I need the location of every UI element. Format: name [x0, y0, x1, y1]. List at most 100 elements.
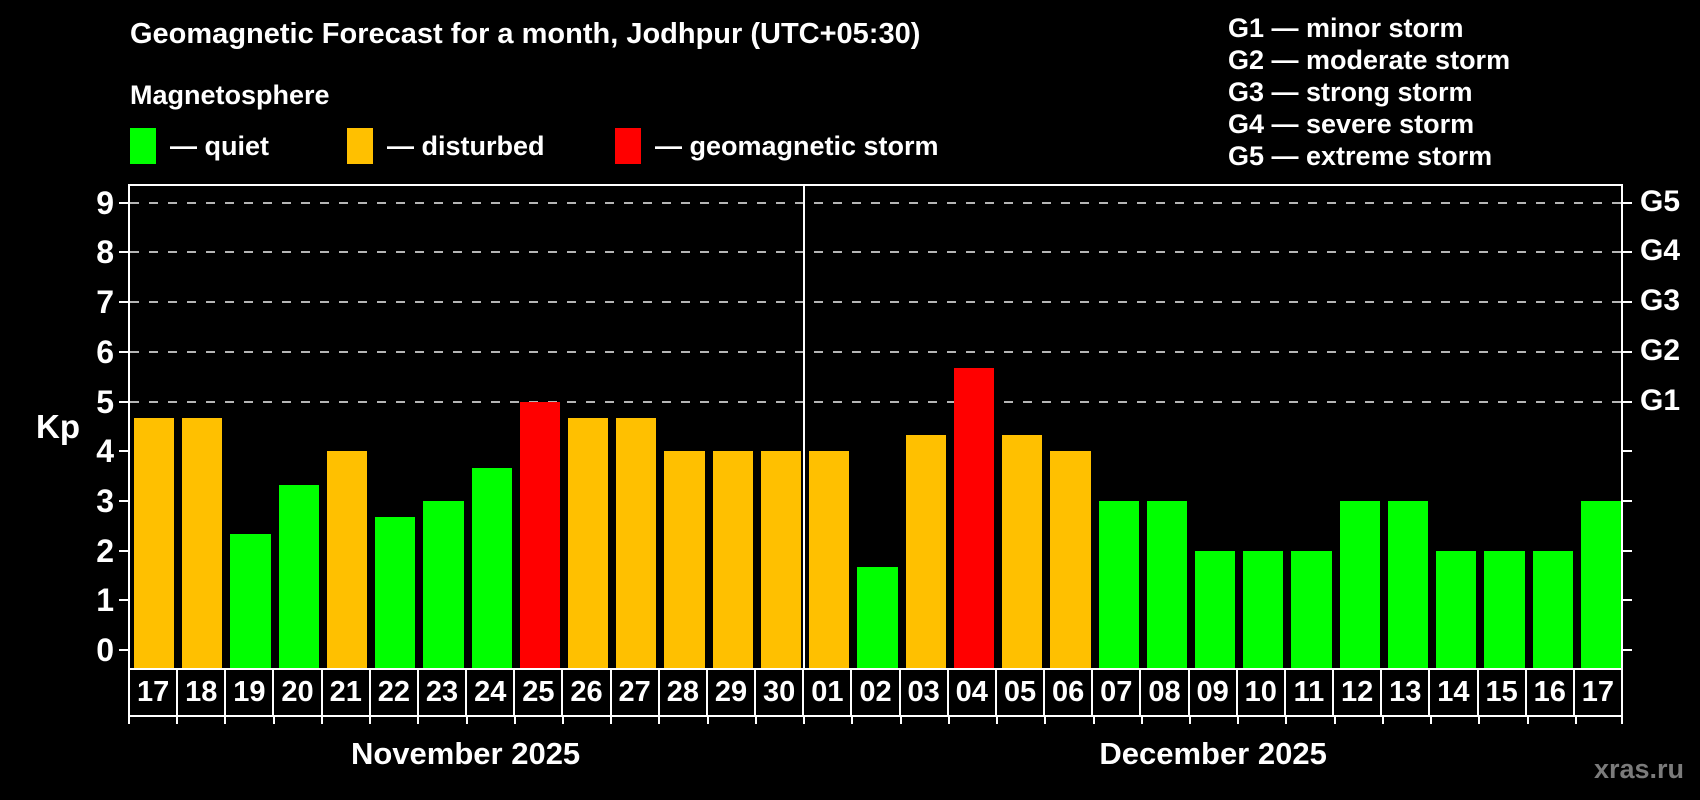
legend-item-storm: — geomagnetic storm	[615, 128, 939, 164]
kp-tick-label-3: 3	[96, 482, 114, 519]
date-cell-29: 29	[707, 670, 755, 715]
kp-tick-label-5: 5	[96, 383, 114, 420]
g-tick-5	[1623, 400, 1632, 403]
kp-bar-dec-02	[857, 567, 898, 668]
kp-bar-dec-08	[1146, 500, 1187, 668]
date-cell-27: 27	[611, 670, 658, 715]
date-cell-03: 03	[900, 670, 947, 715]
legend-item-quiet: — quiet	[130, 128, 269, 164]
g-tick-4	[1623, 450, 1632, 453]
date-boundary-tick	[1526, 717, 1529, 724]
date-cell-10: 10	[1237, 670, 1284, 715]
kp-tick-label-6: 6	[96, 333, 114, 370]
date-boundary-tick	[128, 717, 130, 724]
kp-tick-5	[119, 400, 128, 403]
date-boundary-tick	[1285, 717, 1288, 724]
date-cell-18: 18	[178, 670, 225, 715]
date-boundary-tick	[803, 717, 806, 724]
kp-bar-nov-22	[375, 517, 416, 668]
g-axis-label-g1: G1	[1640, 383, 1681, 417]
gridline-kp-8	[130, 251, 1621, 254]
date-boundary-tick	[513, 717, 516, 724]
date-boundary-tick	[706, 717, 709, 724]
g-legend-line-5: G5 — extreme storm	[1228, 141, 1493, 171]
g-tick-2	[1623, 549, 1632, 552]
kp-tick-3	[119, 499, 128, 502]
date-boundary-tick	[1188, 717, 1191, 724]
date-boundary-tick	[465, 717, 468, 724]
g-tick-3	[1623, 499, 1632, 502]
date-boundary-tick	[1333, 717, 1336, 724]
plot-area	[128, 184, 1623, 668]
legend-label-quiet: — quiet	[170, 130, 269, 161]
date-cell-30: 30	[756, 670, 803, 715]
kp-tick-label-9: 9	[96, 184, 114, 221]
date-cell-11: 11	[1285, 670, 1333, 715]
date-cell-17: 17	[1574, 670, 1621, 715]
kp-tick-9	[119, 201, 128, 204]
kp-bar-dec-17	[1580, 500, 1621, 668]
date-boundary-tick	[1621, 717, 1623, 724]
kp-bar-dec-05	[1002, 434, 1043, 668]
legend-label-disturbed: — disturbed	[387, 130, 545, 161]
kp-bar-dec-11	[1291, 550, 1332, 668]
date-cell-28: 28	[659, 670, 706, 715]
kp-bar-nov-18	[182, 417, 223, 668]
date-cell-24: 24	[467, 670, 514, 715]
kp-tick-label-0: 0	[96, 632, 114, 668]
kp-tick-4	[119, 450, 128, 453]
date-cell-19: 19	[226, 670, 273, 715]
legend-label-storm: — geomagnetic storm	[655, 130, 939, 161]
quiet-swatch-icon	[130, 128, 156, 164]
date-boundary-tick	[369, 717, 372, 724]
date-boundary-tick	[899, 717, 902, 724]
date-cell-20: 20	[274, 670, 321, 715]
g-tick-6	[1623, 350, 1632, 353]
chart-title: Geomagnetic Forecast for a month, Jodhpu…	[130, 18, 921, 50]
date-boundary-tick	[224, 717, 227, 724]
kp-bar-nov-28	[664, 451, 705, 668]
kp-bar-dec-06	[1050, 451, 1091, 668]
kp-bar-dec-07	[1098, 500, 1139, 668]
g-tick-1	[1623, 599, 1632, 602]
date-boundary-tick	[272, 717, 275, 724]
kp-bar-dec-10	[1243, 550, 1284, 668]
kp-bar-nov-19	[230, 534, 271, 668]
g-legend-line-4: G4 — severe storm	[1228, 109, 1475, 139]
gridline-kp-5	[130, 400, 1621, 403]
date-cell-21: 21	[322, 670, 369, 715]
kp-tick-6	[119, 350, 128, 353]
kp-bar-nov-23	[423, 500, 464, 668]
kp-bar-nov-30	[760, 451, 802, 668]
date-boundary-tick	[610, 717, 613, 724]
kp-bar-dec-13	[1387, 500, 1429, 668]
date-boundary-tick	[1574, 717, 1577, 724]
kp-bar-dec-16	[1532, 550, 1573, 668]
date-cell-25: 25	[515, 670, 562, 715]
kp-bar-dec-03	[905, 434, 946, 668]
date-boundary-tick	[417, 717, 420, 724]
kp-bar-dec-15	[1484, 550, 1525, 668]
date-boundary-tick	[1092, 717, 1095, 724]
kp-tick-label-7: 7	[96, 284, 114, 321]
kp-tick-label-8: 8	[96, 234, 114, 271]
date-cell-01: 01	[804, 670, 851, 715]
date-boundary-tick	[1430, 717, 1433, 724]
kp-bar-nov-17	[134, 417, 175, 668]
date-boundary-tick	[658, 717, 661, 724]
date-boundary-tick	[754, 717, 757, 724]
g-legend-line-3: G3 — strong storm	[1228, 77, 1473, 107]
g-legend-line-2: G2 — moderate storm	[1228, 45, 1511, 75]
kp-bar-dec-12	[1339, 500, 1380, 668]
date-cell-05: 05	[996, 670, 1044, 715]
date-cell-26: 26	[563, 670, 610, 715]
date-boundary-tick	[1044, 717, 1047, 724]
kp-bar-dec-09	[1194, 550, 1236, 668]
kp-bar-nov-20	[278, 484, 319, 668]
date-cell-09: 09	[1189, 670, 1236, 715]
kp-tick-label-4: 4	[96, 433, 114, 470]
kp-bar-nov-24	[471, 467, 512, 668]
storm-swatch-icon	[615, 128, 641, 164]
month-label-december: December 2025	[1099, 736, 1327, 771]
